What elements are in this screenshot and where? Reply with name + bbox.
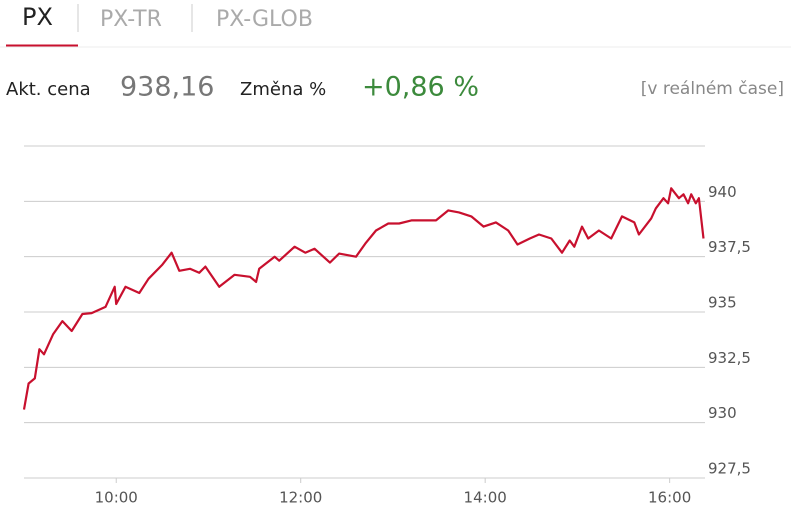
change: +0,86 % <box>362 72 479 103</box>
x-tick-label: 12:00 <box>279 489 322 507</box>
y-tick-label: 932,5 <box>708 349 751 367</box>
realtime-note: [v reálném čase] <box>641 79 784 99</box>
x-tick-label: 10:00 <box>95 489 138 507</box>
y-tick-label: 940 <box>708 183 737 201</box>
price-line <box>22 187 705 410</box>
y-tick-label: 927,5 <box>708 460 751 478</box>
x-tick-label: 14:00 <box>464 489 507 507</box>
y-tick-label: 930 <box>708 404 737 422</box>
tab[interactable]: PX-GLOB <box>216 7 313 32</box>
change-label: Změna % <box>240 79 326 100</box>
y-tick-label: 937,5 <box>708 238 751 256</box>
tab-active[interactable]: PX <box>22 3 53 31</box>
price-label: Akt. cena <box>6 79 91 100</box>
price: 938,16 <box>120 72 214 103</box>
y-tick-label: 935 <box>708 294 737 312</box>
tab[interactable]: PX-TR <box>100 7 162 32</box>
x-tick-label: 16:00 <box>648 489 691 507</box>
